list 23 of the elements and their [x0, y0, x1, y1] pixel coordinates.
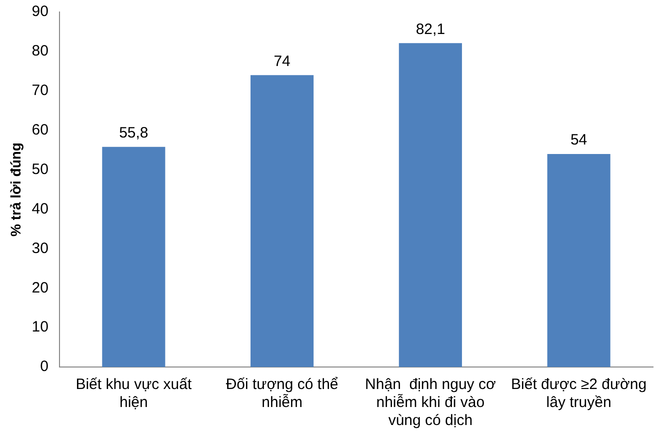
y-tick-label: 0 — [40, 358, 48, 376]
y-tick-label: 40 — [32, 200, 48, 218]
y-tick-label: 70 — [32, 82, 48, 100]
x-tick-label: Nhận định nguy cơ nhiễm khi đi vào vùng có dịch — [365, 376, 496, 430]
data-label: 55,8 — [119, 124, 148, 142]
y-axis-title: % trả lời đúng — [7, 142, 24, 236]
y-tick-label: 20 — [32, 279, 48, 296]
y-tick-label: 80 — [32, 42, 48, 60]
x-tick-label: Đối tượng có thể nhiễm — [226, 376, 338, 412]
bar — [547, 154, 610, 367]
x-tick-label: Biết khu vực xuất hiện — [76, 376, 192, 412]
y-tick-label: 60 — [32, 121, 48, 138]
y-tick-label: 30 — [32, 240, 48, 257]
x-tick-label: Biết được ≥2 đường lây truyền — [511, 376, 647, 412]
data-label: 82,1 — [416, 20, 446, 38]
bar — [102, 146, 166, 367]
y-tick-label: 90 — [32, 3, 48, 20]
y-tick-label: 10 — [32, 318, 48, 336]
data-label: 54 — [570, 132, 588, 149]
y-tick-label: 50 — [32, 160, 48, 178]
bar — [250, 75, 314, 367]
bar — [398, 43, 462, 367]
data-label: 74 — [274, 52, 290, 70]
